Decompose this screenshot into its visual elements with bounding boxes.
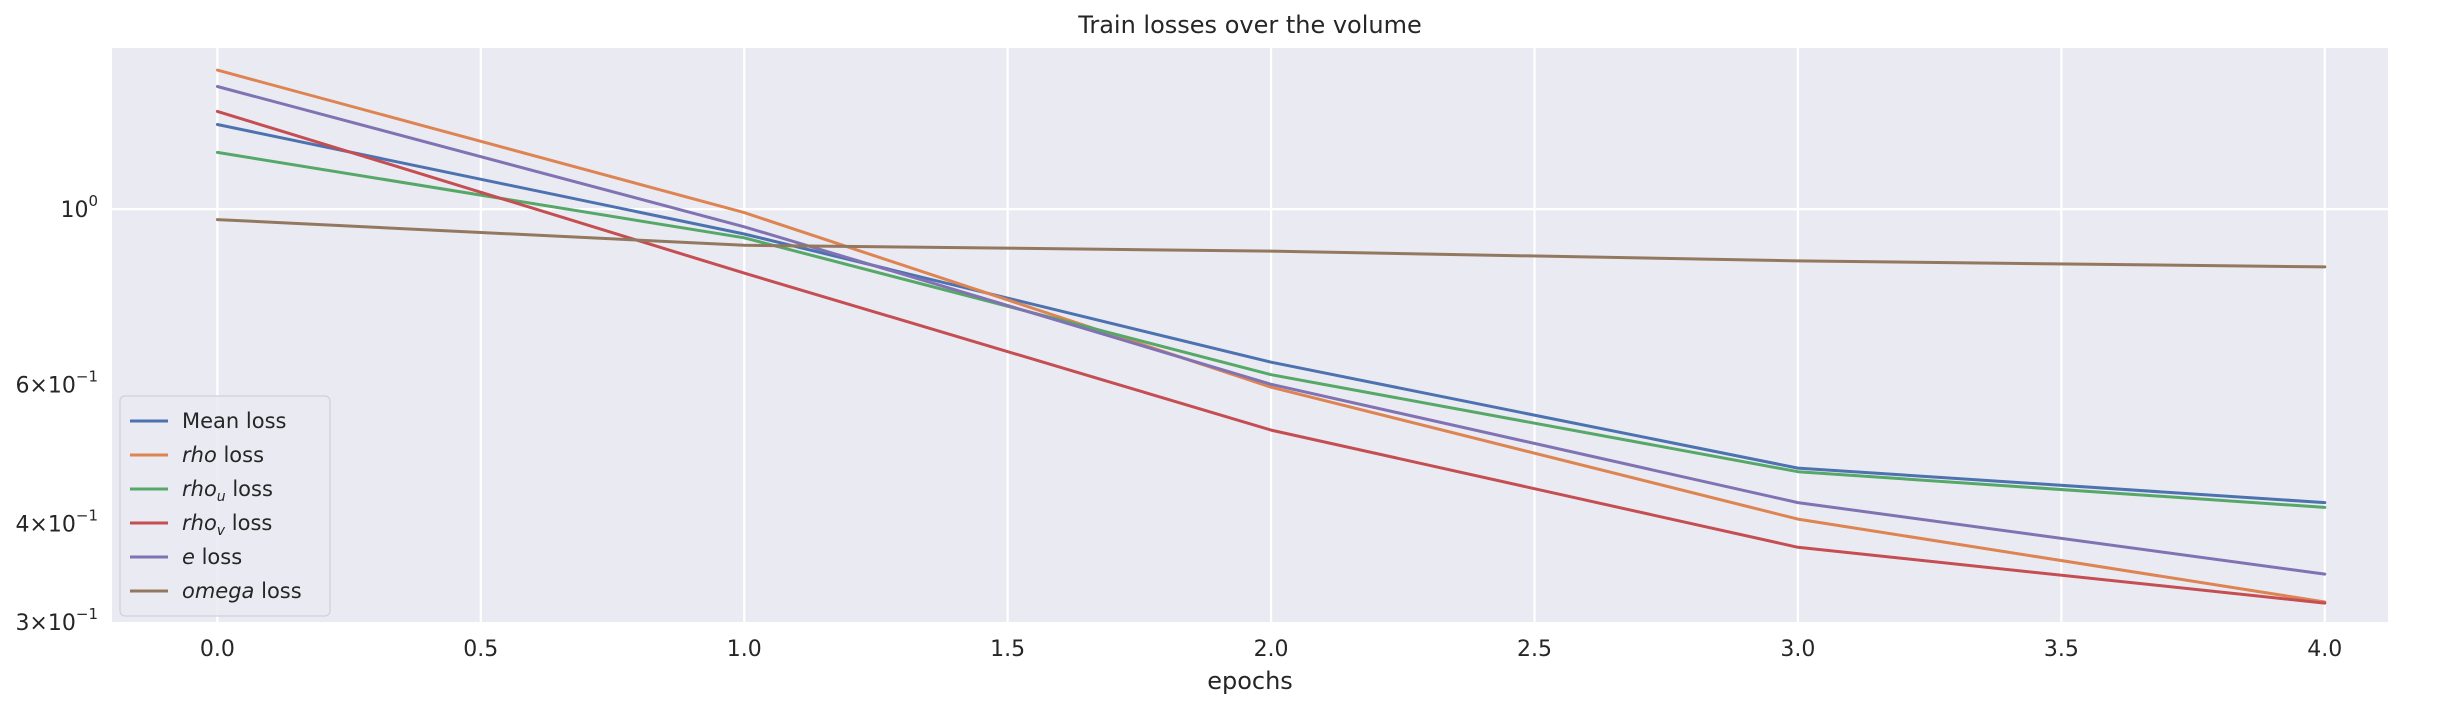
chart-title: Train losses over the volume	[1077, 11, 1422, 39]
x-tick-label: 3.0	[1780, 637, 1815, 662]
y-tick-base: 10	[48, 611, 76, 636]
legend-label-symbol: omega	[182, 579, 254, 603]
x-axis-label: epochs	[1207, 667, 1293, 695]
y-tick-exp: 0	[88, 192, 98, 210]
legend-label-text: loss	[195, 545, 242, 569]
legend-label: omega loss	[182, 579, 302, 603]
y-tick-label: 6×10−1	[15, 367, 98, 398]
legend-label-text: loss	[217, 443, 264, 467]
y-tick-exp: −1	[76, 506, 98, 524]
y-tick-label: 100	[60, 192, 98, 223]
x-tick-labels: 0.0 0.5 1.0 1.5 2.0 2.5 3.0 3.5 4.0	[200, 637, 2342, 662]
legend-label-subscript: u	[217, 489, 226, 505]
legend-label-symbol: rho	[182, 443, 217, 467]
legend-label: rhou loss	[182, 477, 273, 505]
x-tick-label: 1.0	[727, 637, 762, 662]
y-tick-base: 10	[48, 512, 76, 537]
legend-label-text: loss	[226, 477, 273, 501]
legend-label: rhov loss	[182, 511, 272, 539]
series-lines	[215, 68, 2327, 605]
y-tick-base: 10	[60, 198, 88, 223]
x-tick-label: 2.0	[1254, 637, 1289, 662]
series-line	[215, 123, 2327, 505]
x-tick-label: 1.5	[990, 637, 1025, 662]
legend-label-text: loss	[225, 511, 272, 535]
legend-label-text: Mean loss	[182, 409, 286, 433]
grid	[112, 48, 2388, 622]
legend-box	[119, 395, 331, 617]
legend-label-subscript: v	[217, 523, 226, 539]
y-tick-exp: −1	[76, 367, 98, 385]
y-tick-base: 10	[48, 373, 76, 398]
series-line	[215, 218, 2327, 269]
y-tick-mult: 3×	[15, 611, 47, 636]
legend-label-symbol: e	[182, 545, 195, 569]
x-tick-label: 0.5	[463, 637, 498, 662]
x-tick-label: 0.0	[200, 637, 235, 662]
x-tick-label: 4.0	[2307, 637, 2342, 662]
x-tick-label: 2.5	[1517, 637, 1552, 662]
y-tick-label: 3×10−1	[15, 605, 98, 636]
series-line	[215, 85, 2327, 576]
series-line	[215, 68, 2327, 604]
legend-label: rho loss	[182, 443, 264, 467]
legend-label-text: loss	[254, 579, 301, 603]
legend-label-symbol: rho	[182, 511, 217, 535]
y-tick-exp: −1	[76, 605, 98, 623]
legend-label: Mean loss	[182, 409, 286, 433]
legend-label: e loss	[182, 545, 242, 569]
series-line	[215, 150, 2327, 509]
y-tick-label: 4×10−1	[15, 506, 98, 537]
y-tick-mult: 4×	[15, 512, 47, 537]
legend-label-symbol: rho	[182, 477, 217, 501]
series-line	[215, 109, 2327, 605]
y-tick-mult: 6×	[15, 373, 47, 398]
x-tick-label: 3.5	[2044, 637, 2079, 662]
